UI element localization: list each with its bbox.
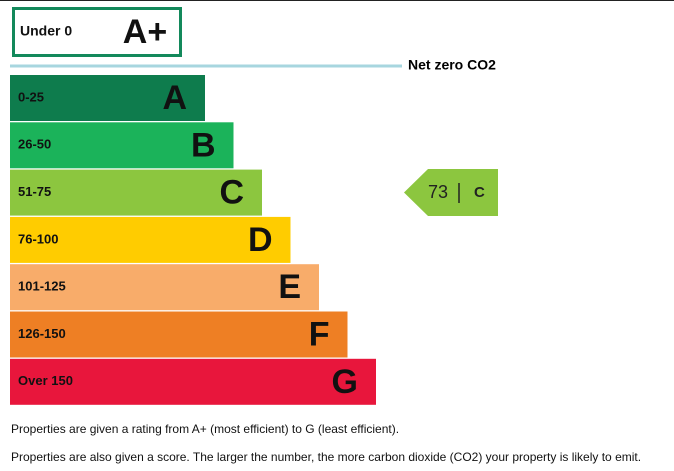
top-rating: A+ <box>123 13 167 51</box>
band <box>10 216 291 263</box>
note: Properties are given a rating from A+ (m… <box>11 422 399 436</box>
note: Properties are also given a score. The l… <box>11 450 641 464</box>
band-letter: C <box>219 174 244 212</box>
current-score: 73 <box>428 182 448 202</box>
current-marker <box>404 169 498 216</box>
band-range: Over 150 <box>18 373 73 388</box>
band-range: 0-25 <box>18 89 44 104</box>
band-letter: D <box>248 221 273 259</box>
band-range: 76-100 <box>18 231 58 246</box>
band-range: 26-50 <box>18 137 51 152</box>
band <box>10 75 205 121</box>
band <box>10 122 234 169</box>
band <box>10 311 348 358</box>
net-zero-label: Net zero CO2 <box>408 57 496 73</box>
band-range: 126-150 <box>18 326 66 341</box>
band-range: 101-125 <box>18 279 66 294</box>
band-range: 51-75 <box>18 184 51 199</box>
band-letter: B <box>191 126 216 164</box>
band <box>10 264 319 311</box>
top-box <box>12 7 182 57</box>
band <box>10 169 262 216</box>
band-letter: E <box>278 268 301 306</box>
band-letter: F <box>309 315 330 353</box>
current-rating: C <box>474 184 485 201</box>
top-label: Under 0 <box>20 23 72 39</box>
band-letter: G <box>332 363 358 401</box>
band-letter: A <box>162 79 187 117</box>
band <box>10 358 376 405</box>
bands: 0-25 A 26-50 B 51-75 C 76-100 D 101-125 E 126-150 F… <box>10 75 376 405</box>
